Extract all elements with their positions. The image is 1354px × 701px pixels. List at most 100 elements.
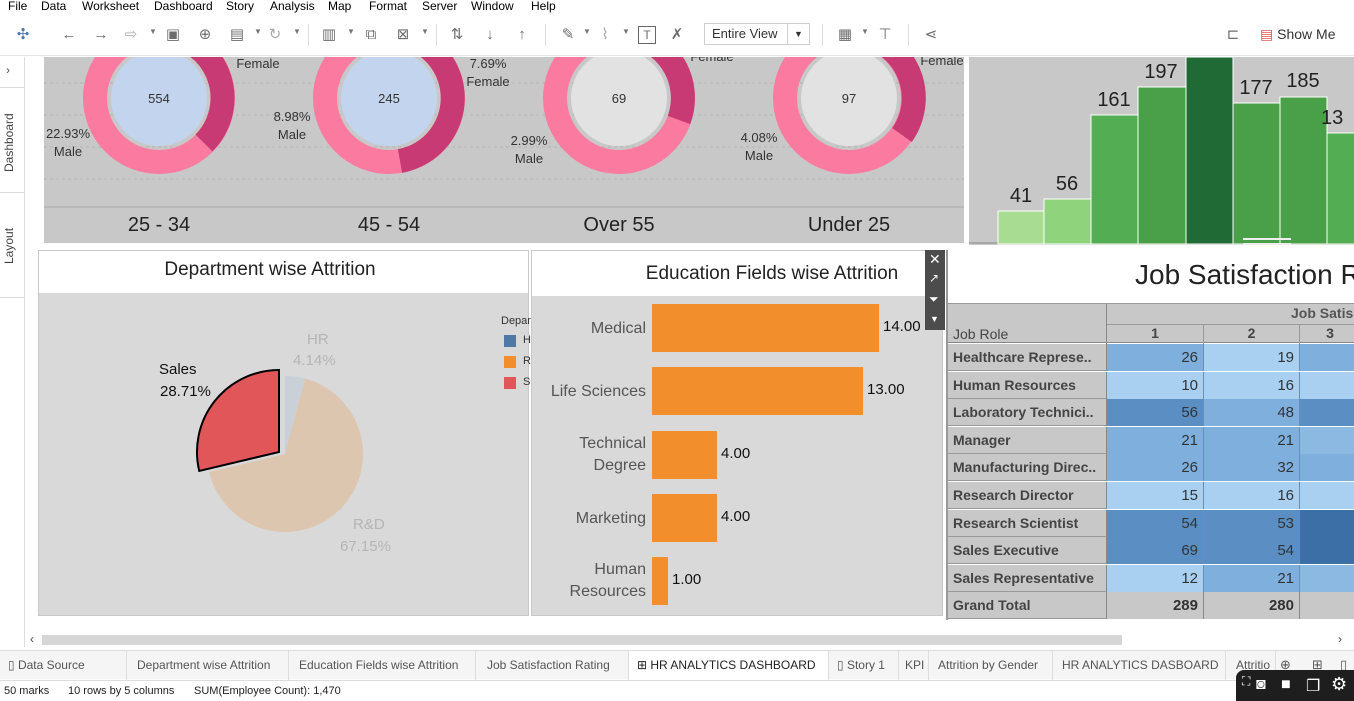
table-cell[interactable]: 280 xyxy=(1203,592,1299,620)
group-members-icon[interactable]: ⌇ xyxy=(601,26,609,43)
menu-format[interactable]: Format xyxy=(369,0,408,13)
chevron-down-icon[interactable]: ▼ xyxy=(787,24,809,44)
table-cell[interactable]: 26 xyxy=(1106,454,1203,482)
table-cell[interactable] xyxy=(1299,592,1354,620)
redo-icon[interactable]: → xyxy=(93,26,109,43)
table-cell[interactable] xyxy=(1299,482,1354,509)
tab-kpi[interactable]: KPI xyxy=(899,651,929,680)
table-row[interactable]: Research Scientist 54 53 xyxy=(948,509,1354,537)
donut-female-ring[interactable] xyxy=(389,57,465,173)
scroll-right-icon[interactable]: › xyxy=(1338,632,1342,646)
format-painter-icon[interactable]: ⊏ xyxy=(1226,26,1240,43)
save-icon[interactable]: ▣ xyxy=(165,26,181,43)
show-me-button[interactable]: ▤ Show Me xyxy=(1260,26,1335,43)
table-row[interactable]: Human Resources 10 16 xyxy=(948,371,1354,399)
table-row[interactable]: Research Director 15 16 xyxy=(948,482,1354,509)
table-cell[interactable]: 15 xyxy=(1106,482,1203,509)
column-header[interactable]: 2 xyxy=(1204,325,1300,344)
tab-job-satisfaction-rating[interactable]: Job Satisfaction Rating xyxy=(476,651,629,680)
expand-panel-icon[interactable]: › xyxy=(6,63,10,77)
donut-female-ring[interactable] xyxy=(849,57,926,142)
menu-help[interactable]: Help xyxy=(531,0,556,13)
show-mark-labels-icon[interactable]: T xyxy=(638,26,656,44)
table-cell[interactable] xyxy=(1299,454,1354,482)
gear-icon[interactable]: ⚙ xyxy=(1331,674,1348,694)
horizontal-scrollbar[interactable]: ‹ › xyxy=(26,632,1354,648)
new-data-source-icon[interactable]: ⊕ xyxy=(198,26,212,43)
pie-slice-hr[interactable] xyxy=(285,376,306,454)
chevron-down-icon[interactable]: ▼ xyxy=(149,27,157,36)
pie-slice-rd[interactable] xyxy=(209,378,364,532)
filter-icon[interactable]: ⏷ xyxy=(929,292,939,306)
duplicate-sheet-icon[interactable]: ⧉ xyxy=(365,26,377,43)
sort-descending-icon[interactable]: ↑ xyxy=(518,26,526,43)
undo-icon[interactable]: ← xyxy=(61,26,77,43)
table-cell[interactable]: 10 xyxy=(1106,371,1203,399)
histogram-bar[interactable] xyxy=(1232,102,1281,245)
legend-swatch-sales[interactable] xyxy=(504,377,516,389)
table-total-row[interactable]: Grand Total 289 280 xyxy=(948,592,1354,620)
table-row[interactable]: Sales Executive 69 54 xyxy=(948,537,1354,565)
chevron-down-icon[interactable]: ▼ xyxy=(293,27,301,36)
clear-sheet-icon[interactable]: ⊠ xyxy=(396,26,410,43)
tab-hr-analytics-dashboard[interactable]: ⊞ HR ANALYTICS DASHBOARD xyxy=(629,651,829,680)
education-bar[interactable] xyxy=(652,304,879,352)
table-cell[interactable]: 21 xyxy=(1106,426,1203,454)
column-header[interactable]: 3 xyxy=(1326,325,1334,341)
table-cell[interactable]: 69 xyxy=(1106,537,1203,565)
table-cell[interactable]: 19 xyxy=(1203,344,1299,371)
table-cell[interactable] xyxy=(1299,371,1354,399)
menu-file[interactable]: File xyxy=(8,0,28,13)
resize-handle[interactable] xyxy=(1243,238,1291,245)
histogram-bar[interactable] xyxy=(1043,198,1092,245)
histogram-bar[interactable] xyxy=(1279,96,1328,245)
new-worksheet-icon[interactable]: ▥ xyxy=(321,26,337,43)
pie-slice-sales[interactable] xyxy=(196,368,280,473)
table-row[interactable]: Healthcare Represe.. 26 19 xyxy=(948,344,1354,371)
table-cell[interactable] xyxy=(1299,399,1354,427)
table-row[interactable]: Laboratory Technici.. 56 48 xyxy=(948,399,1354,427)
fit-view-select[interactable]: Entire View ▼ xyxy=(704,23,810,45)
menu-dashboard[interactable]: Dashboard xyxy=(154,0,213,13)
region-capture-icon[interactable]: ⛶ xyxy=(1242,674,1251,688)
tableau-logo-icon[interactable]: ✣ xyxy=(16,26,30,43)
table-cell[interactable]: 21 xyxy=(1203,564,1299,592)
table-cell[interactable]: 16 xyxy=(1203,371,1299,399)
chevron-down-icon[interactable]: ▼ xyxy=(421,27,429,36)
histogram-bar[interactable] xyxy=(1090,114,1139,245)
table-cell[interactable]: 32 xyxy=(1203,454,1299,482)
legend-swatch-rd[interactable] xyxy=(504,356,516,368)
fix-axes-icon[interactable]: ✗ xyxy=(670,26,684,43)
table-cell[interactable] xyxy=(1299,344,1354,371)
show-cards-icon[interactable]: ▦ xyxy=(837,26,853,43)
table-cell[interactable]: 54 xyxy=(1203,537,1299,565)
menu-story[interactable]: Story xyxy=(226,0,255,13)
tab-education-fields-wise-attrition[interactable]: Education Fields wise Attrition xyxy=(289,651,476,680)
table-cell[interactable] xyxy=(1299,537,1354,565)
table-cell[interactable] xyxy=(1299,509,1354,537)
more-options-icon[interactable]: ▼ xyxy=(930,314,939,324)
go-to-sheet-icon[interactable]: ↗ xyxy=(929,271,940,285)
histogram-bar[interactable] xyxy=(1137,86,1187,245)
table-cell[interactable]: 48 xyxy=(1203,399,1299,427)
window-capture-icon[interactable]: ❐ xyxy=(1306,678,1321,695)
education-bar[interactable] xyxy=(652,557,668,605)
tab-layout[interactable]: Layout xyxy=(2,227,16,264)
scrollbar-thumb[interactable] xyxy=(42,635,1122,645)
menu-worksheet[interactable]: Worksheet xyxy=(82,0,140,13)
new-worksheet-tab-icon[interactable]: ⊕ xyxy=(1280,657,1291,672)
swap-rows-columns-icon[interactable]: ⇅ xyxy=(450,26,464,43)
tab-attrition[interactable]: Attritio xyxy=(1226,651,1276,680)
scroll-left-icon[interactable]: ‹ xyxy=(30,632,34,646)
close-icon[interactable]: ✕ xyxy=(929,251,941,267)
tab-data-source[interactable]: ▯ Data Source xyxy=(0,651,127,680)
donut-female-ring[interactable] xyxy=(159,57,235,152)
histogram-bar[interactable] xyxy=(1185,57,1234,245)
legend-swatch-hr[interactable] xyxy=(504,335,516,347)
chevron-down-icon[interactable]: ▼ xyxy=(622,27,630,36)
new-dashboard-tab-icon[interactable]: ⊞ xyxy=(1312,657,1323,672)
pause-updates-icon[interactable]: ▤ xyxy=(229,26,245,43)
menu-window[interactable]: Window xyxy=(471,0,514,13)
tab-department-wise-attrition[interactable]: Department wise Attrition xyxy=(127,651,289,680)
table-cell[interactable] xyxy=(1299,426,1354,454)
